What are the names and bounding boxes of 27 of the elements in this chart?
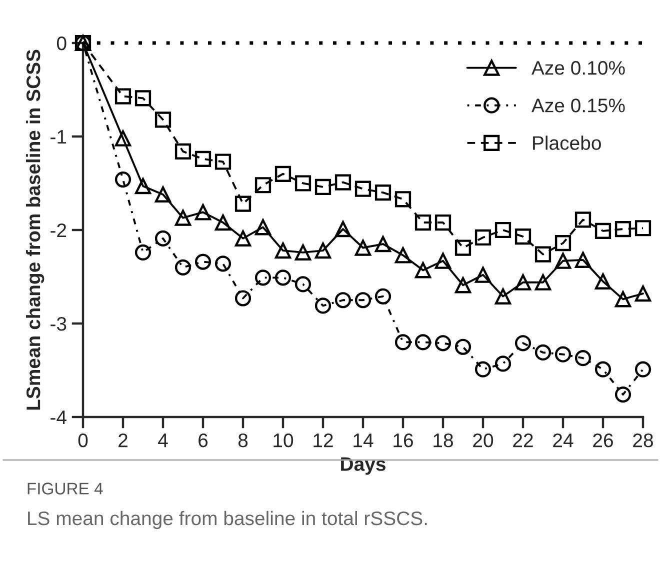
legend-label: Placebo xyxy=(533,136,601,150)
y-tick-label: -2 xyxy=(50,223,66,238)
y-tick-label: 0 xyxy=(56,36,66,50)
x-tick-label: 18 xyxy=(434,433,453,448)
x-tick-label: 0 xyxy=(78,433,88,448)
x-tick-label: 26 xyxy=(593,433,613,448)
x-tick-label: 8 xyxy=(238,433,248,448)
caption: FIGURE 4 xyxy=(28,482,103,494)
x-tick-label: 12 xyxy=(314,433,333,448)
x-tick-label: 24 xyxy=(553,433,574,448)
y-axis-title: LSmean change from baseline in SCSS xyxy=(26,50,44,410)
y-tick-label: -1 xyxy=(50,130,66,144)
x-tick-label: 14 xyxy=(354,434,374,448)
x-tick-label: 16 xyxy=(394,433,413,448)
legend-label: Aze 0.10% xyxy=(532,61,625,75)
x-axis-title: Days xyxy=(341,457,386,475)
x-tick-label: 4 xyxy=(158,434,168,448)
legend-label: Aze 0.15% xyxy=(532,98,625,112)
x-tick-label: 20 xyxy=(473,433,494,448)
x-tick-label: 10 xyxy=(274,433,294,448)
x-tick-label: 28 xyxy=(633,433,653,448)
y-tick-label: -3 xyxy=(50,316,66,331)
y-tick-label: -4 xyxy=(50,410,66,424)
x-tick-label: 22 xyxy=(513,433,533,448)
text: LS mean change from baseline in total rSSCS. xyxy=(28,510,427,530)
x-tick-label: 2 xyxy=(118,433,128,448)
x-tick-label: 6 xyxy=(198,433,208,448)
